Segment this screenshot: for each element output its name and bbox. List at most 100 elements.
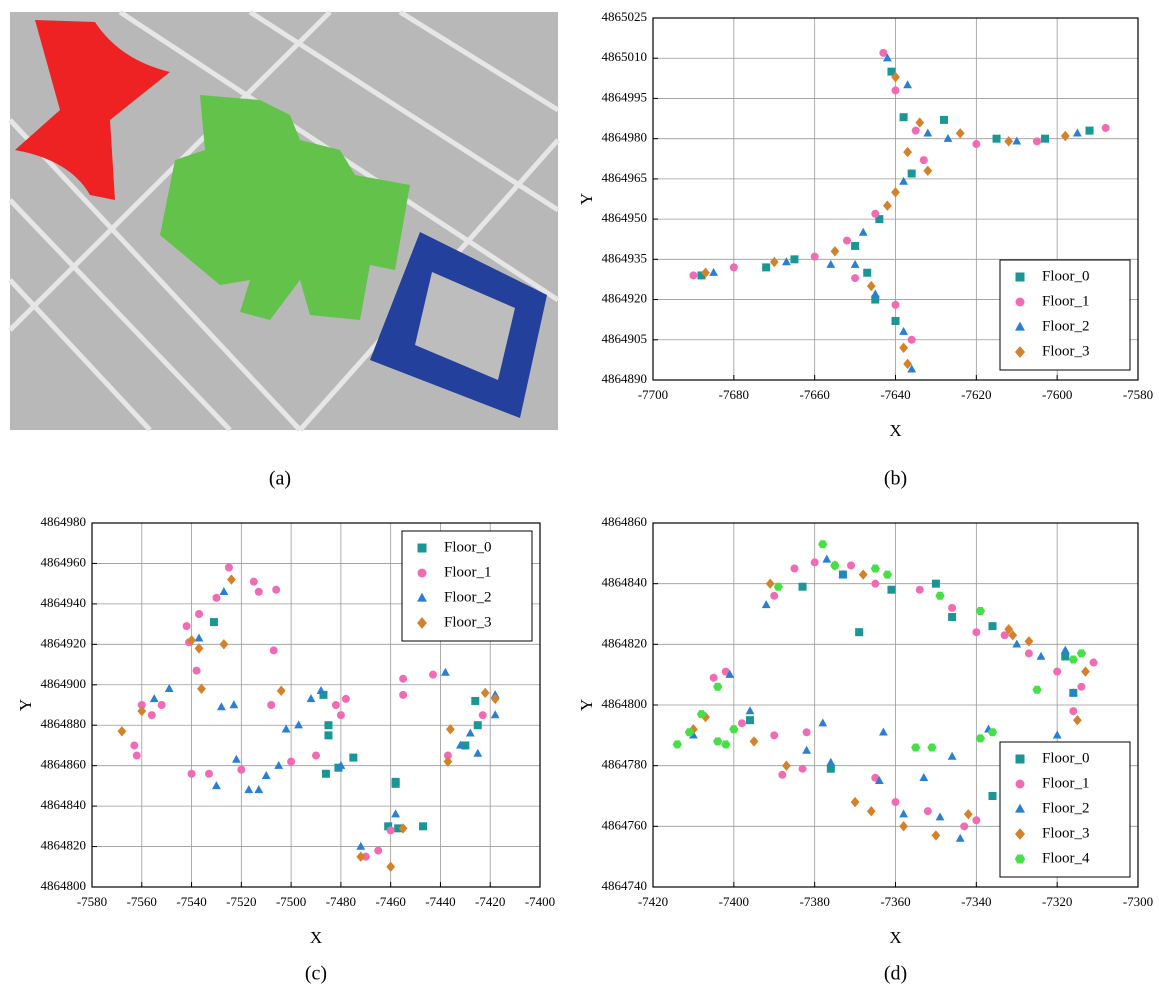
marker	[867, 281, 876, 291]
legend-label: Floor_2	[444, 589, 492, 605]
marker	[932, 830, 941, 840]
marker	[892, 86, 900, 94]
x-tick-label: -7580	[77, 894, 107, 909]
marker	[770, 592, 778, 600]
marker	[871, 289, 880, 297]
marker	[903, 147, 912, 157]
x-tick-label: -7320	[1042, 894, 1072, 909]
x-axis-label: X	[889, 928, 901, 947]
marker	[158, 701, 166, 709]
marker	[1061, 646, 1070, 654]
marker	[349, 754, 357, 762]
marker	[399, 675, 407, 683]
legend-label: Floor_1	[444, 564, 492, 580]
marker	[956, 834, 965, 842]
marker	[883, 201, 892, 211]
marker	[948, 604, 956, 612]
marker	[1025, 649, 1033, 657]
marker	[940, 116, 948, 124]
y-tick-label: 4864890	[602, 371, 648, 386]
marker	[1025, 636, 1034, 646]
marker	[466, 729, 475, 737]
marker	[927, 744, 936, 752]
marker	[989, 792, 997, 800]
panel-caption: (d)	[884, 963, 907, 985]
marker	[770, 731, 778, 739]
marker	[230, 700, 239, 708]
x-tick-label: -7460	[375, 894, 405, 909]
marker	[713, 683, 722, 691]
y-tick-label: 4864900	[41, 676, 87, 691]
marker	[923, 129, 932, 137]
marker	[429, 671, 437, 679]
marker	[193, 667, 201, 675]
x-tick-label: -7420	[475, 894, 505, 909]
legend-label: Floor_1	[1042, 775, 1090, 791]
marker	[964, 809, 973, 819]
marker	[1041, 135, 1049, 143]
marker	[356, 852, 365, 862]
marker	[887, 586, 895, 594]
x-tick-label: -7440	[425, 894, 455, 909]
marker	[972, 140, 980, 148]
x-tick-label: -7580	[1123, 387, 1153, 402]
y-axis-label: Y	[577, 699, 596, 711]
y-tick-label: 4864880	[41, 716, 87, 731]
marker	[859, 569, 868, 579]
marker	[210, 618, 218, 626]
marker	[317, 686, 326, 694]
y-tick-label: 4864740	[602, 878, 648, 893]
y-tick-label: 4864965	[602, 170, 648, 185]
marker	[1090, 659, 1098, 667]
marker	[277, 686, 286, 696]
marker	[387, 826, 395, 834]
marker	[491, 710, 500, 718]
marker	[1086, 127, 1094, 135]
legend-label: Floor_3	[1042, 343, 1090, 359]
marker	[419, 822, 427, 830]
marker	[847, 561, 855, 569]
marker	[1037, 652, 1046, 660]
x-tick-label: -7600	[1042, 387, 1072, 402]
marker	[830, 562, 839, 570]
marker	[899, 821, 908, 831]
marker	[1033, 137, 1041, 145]
y-tick-label: 4864960	[41, 554, 87, 569]
marker	[827, 765, 835, 773]
marker	[730, 263, 738, 271]
marker	[342, 695, 350, 703]
x-tick-label: -7640	[880, 387, 910, 402]
marker	[481, 688, 490, 698]
marker	[270, 646, 278, 654]
marker	[386, 862, 395, 872]
marker	[762, 263, 770, 271]
marker	[195, 643, 204, 653]
y-tick-label: 4864920	[602, 291, 648, 306]
marker	[782, 761, 791, 771]
marker	[473, 749, 482, 757]
marker	[165, 684, 174, 692]
marker	[1016, 273, 1025, 282]
marker	[778, 771, 786, 779]
legend-label: Floor_3	[1042, 825, 1090, 841]
marker	[956, 128, 965, 138]
y-tick-label: 4864860	[602, 514, 648, 529]
marker	[255, 588, 263, 596]
marker	[831, 246, 840, 256]
marker	[818, 718, 827, 726]
marker	[803, 728, 811, 736]
marker	[908, 170, 916, 178]
marker	[254, 785, 263, 793]
marker	[924, 807, 932, 815]
marker	[322, 770, 330, 778]
marker	[863, 269, 871, 277]
marker	[948, 752, 957, 760]
marker	[762, 600, 771, 608]
marker	[1004, 136, 1013, 146]
marker	[883, 571, 892, 579]
y-tick-label: 4864940	[41, 595, 87, 610]
marker	[1061, 652, 1069, 660]
x-tick-label: -7480	[326, 894, 356, 909]
marker	[710, 674, 718, 682]
marker	[227, 574, 236, 584]
